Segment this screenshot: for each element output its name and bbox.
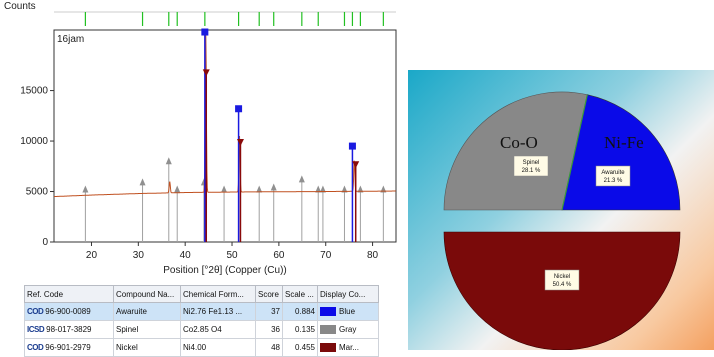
score-cell: 37 [255,302,283,321]
spinel-label-value: 28.1 % [522,168,541,174]
cod-source-icon: COD [27,307,44,316]
spinel-marker [221,185,228,193]
pie-slice-awaruite [561,94,681,211]
icsd-source-icon: ICSD [27,325,45,334]
y-tick-label: 15000 [20,86,48,97]
phase-pie-chart: Co-O Ni-Fe Spinel 28.1 % Awaruite 21.3 % Nicke… [443,91,681,350]
compound-cell: Awaruite [113,302,181,321]
color-name: Gray [339,324,357,334]
cod-source-icon: COD [27,343,44,352]
table-row[interactable]: ICSD 98-017-3829 Spinel Co2.85 O4 36 0.13… [24,320,379,339]
awaruite-label-name: Awaruite [601,170,625,176]
color-name: Mar... [339,342,360,352]
spinel-marker [165,157,172,165]
col-score[interactable]: Score [255,285,283,303]
plot-frame [53,29,397,243]
col-chemical-formula[interactable]: Chemical Form... [180,285,256,303]
awaruite-marker [201,28,209,36]
spinel-marker [256,185,263,193]
table-row[interactable]: COD 96-900-0089 Awaruite Ni2.76 Fe1.13 ..… [24,302,379,321]
y-tick-label: 0 [42,237,48,248]
awaruite-marker [348,142,356,150]
ref-code: 96-900-0089 [45,307,91,316]
x-tick-label: 60 [273,250,285,261]
spinel-marker [298,175,305,183]
y-tick-label: 5000 [26,187,49,198]
compound-cell: Nickel [113,338,181,357]
spinel-marker [319,185,326,193]
x-tick-label: 30 [133,250,145,261]
x-tick-label: 80 [367,250,379,261]
ref-code-cell: COD 96-901-2979 [24,338,114,357]
x-tick-label: 50 [226,250,238,261]
spinel-marker [270,183,277,191]
group-label-co-o: Co-O [500,133,538,152]
slice-separator [561,94,588,211]
sample-label: 16jam [57,34,84,45]
spinel-marker [139,178,146,186]
formula-cell: Co2.85 O4 [180,320,256,339]
display-color-cell[interactable]: Mar... [317,338,379,357]
phase-pie-panel: Co-O Ni-Fe Spinel 28.1 % Awaruite 21.3 % Nicke… [408,70,714,350]
ref-code: 96-901-2979 [45,343,91,352]
spinel-marker [174,185,181,193]
score-cell: 36 [255,320,283,339]
nickel-label-box [544,269,580,291]
measured-profile-line [54,34,396,198]
scale-cell: 0.455 [282,338,318,357]
nickel-label-value: 50.4 % [553,282,572,288]
scale-cell: 0.884 [282,302,318,321]
group-label-ni-fe: Ni-Fe [604,133,644,152]
col-compound-name[interactable]: Compound Na... [113,285,181,303]
color-swatch [320,343,336,353]
nickel-marker [352,161,360,169]
color-name: Blue [339,306,356,316]
spinel-label-name: Spinel [523,160,540,166]
ref-code-cell: ICSD 98-017-3829 [24,320,114,339]
col-display-color[interactable]: Display Co... [317,285,379,303]
x-tick-label: 40 [180,250,192,261]
awaruite-marker [235,105,243,113]
nickel-label-name: Nickel [554,274,570,280]
table-row[interactable]: COD 96-901-2979 Nickel Ni4.00 48 0.455 Ma… [24,338,379,357]
formula-cell: Ni2.76 Fe1.13 ... [180,302,256,321]
col-scale[interactable]: Scale ... [282,285,318,303]
x-tick-label: 20 [86,250,98,261]
xrd-chart: Counts 16jam Position [°2θ] (Copper (Cu)) 2… [4,1,397,276]
y-axis-label: Counts [4,1,36,12]
xrd-pattern-panel: Counts 16jam Position [°2θ] (Copper (Cu)) 2… [4,1,397,357]
spinel-marker [82,185,89,193]
spinel-marker [315,185,322,193]
display-color-cell[interactable]: Gray [317,320,379,339]
spinel-marker [341,185,348,193]
y-tick-label: 10000 [20,136,48,147]
formula-cell: Ni4.00 [180,338,256,357]
spinel-label-box [513,155,549,177]
awaruite-label-box [595,165,631,187]
nickel-marker [202,69,210,77]
table-header-row: Ref. Code Compound Na... Chemical Form..… [24,285,379,303]
spinel-marker [357,185,364,193]
display-color-cell[interactable]: Blue [317,302,379,321]
color-swatch [320,307,336,317]
pie-slice-spinel [443,91,588,211]
ref-code-cell: COD 96-900-0089 [24,302,114,321]
col-ref-code[interactable]: Ref. Code [24,285,114,303]
x-tick-label: 70 [320,250,332,261]
ref-code: 98-017-3829 [46,325,92,334]
scale-cell: 0.135 [282,320,318,339]
color-swatch [320,325,336,335]
phase-table: Ref. Code Compound Na... Chemical Form..… [24,285,379,357]
compound-cell: Spinel [113,320,181,339]
pie-slice-nickel [443,231,681,350]
awaruite-label-value: 21.3 % [604,178,623,184]
nickel-marker [236,139,244,147]
x-axis-label: Position [°2θ] (Copper (Cu)) [163,265,287,276]
score-cell: 48 [255,338,283,357]
